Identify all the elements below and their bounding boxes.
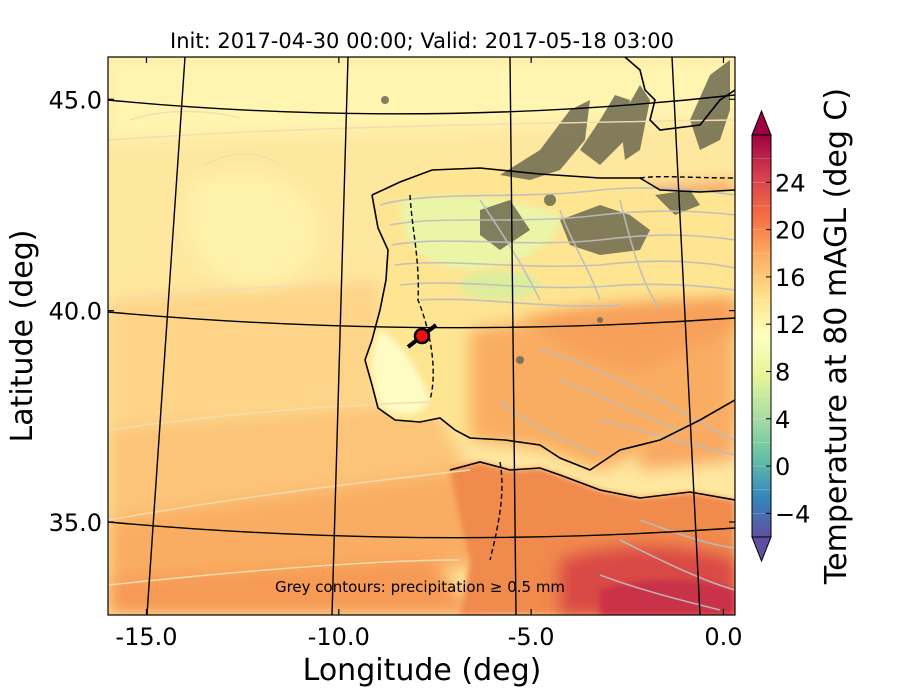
colorbar-frame (751, 134, 772, 538)
chart-annotation: Grey contours: precipitation ≥ 0.5 mm (275, 578, 565, 596)
colorbar-tick-label: 8 (775, 358, 790, 386)
y-tick-label: 35.0 (49, 509, 102, 537)
x-tick-label: -15.0 (115, 623, 177, 651)
colorbar-tick-label: 12 (775, 311, 806, 339)
country-borders (409, 175, 735, 561)
chart-title: Init: 2017-04-30 00:00; Valid: 2017-05-1… (170, 29, 674, 53)
y-tick-label: 40.0 (49, 298, 102, 326)
x-axis: -15.0 -10.0 -5.0 0.0 (115, 57, 743, 651)
colorbar-extend-min (751, 536, 772, 563)
y-axis: 35.0 40.0 45.0 (49, 86, 735, 537)
colorbar-gradient (752, 135, 771, 537)
precipitation-contours (379, 187, 735, 611)
plot-frame (107, 56, 736, 616)
colorbar-tick-label: 24 (775, 169, 806, 197)
x-tick-label: -10.0 (308, 623, 370, 651)
temperature-contours (108, 110, 735, 586)
colorbar-tick-label: 20 (775, 217, 806, 245)
x-axis-label: Longitude (deg) (303, 653, 542, 688)
cool-portugal (371, 330, 430, 415)
colorbar-tick-label: 0 (775, 453, 790, 481)
hottest-africa (600, 579, 735, 615)
coastlines (364, 57, 735, 501)
x-tick-label: 0.0 (704, 623, 742, 651)
colorbar-label: Temperature at 80 mAGL (deg C) (819, 88, 854, 585)
location-marker (406, 323, 438, 349)
colorbar: −4 0 4 8 12 16 20 24 (751, 109, 810, 563)
graticule (108, 57, 735, 615)
colorbar-tick-label: 4 (775, 406, 790, 434)
ocean-cool-patch (186, 172, 319, 286)
colorbar-tick-label: −4 (775, 500, 810, 528)
plot-area: Grey contours: precipitation ≥ 0.5 mm (108, 57, 735, 615)
y-axis-label: Latitude (deg) (5, 230, 40, 443)
x-tick-label: -5.0 (508, 623, 555, 651)
colorbar-tick-label: 16 (775, 264, 806, 292)
warm-east-spain (520, 300, 735, 370)
y-tick-label: 45.0 (49, 86, 102, 114)
colorbar-extend-max (751, 109, 772, 136)
